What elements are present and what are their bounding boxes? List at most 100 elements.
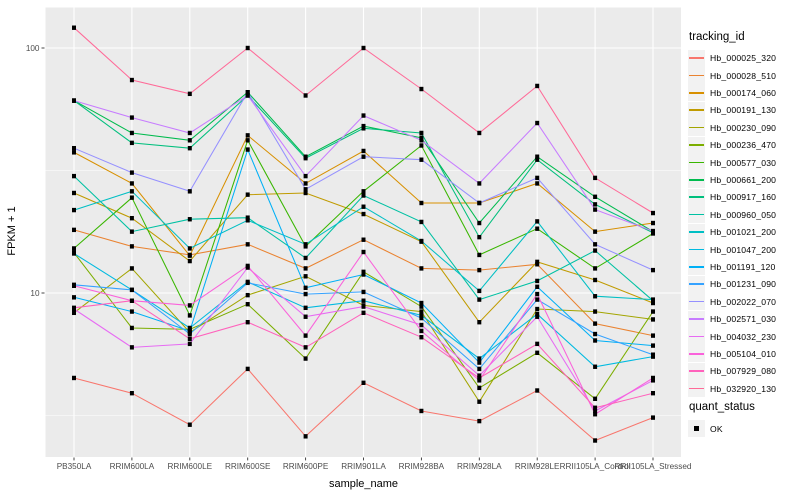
- data-point: [477, 220, 482, 226]
- data-point: [535, 388, 540, 393]
- legend-line-swatch-icon: [688, 136, 705, 154]
- data-point: [361, 211, 366, 217]
- data-point: [651, 228, 655, 234]
- data-point: [129, 215, 134, 221]
- data-point: [129, 287, 134, 293]
- data-point: [651, 267, 655, 273]
- data-point: [651, 415, 655, 420]
- data-point: [651, 375, 655, 381]
- data-point: [245, 45, 250, 51]
- data-point: [419, 238, 424, 244]
- data-point: [361, 304, 366, 309]
- legend-entry-label: Hb_000960_050: [710, 209, 777, 220]
- legend-entry-Hb_032920_130: Hb_032920_130: [688, 380, 776, 398]
- data-point: [245, 320, 250, 325]
- data-point: [419, 313, 424, 318]
- legend-entry-Hb_001047_200: Hb_001047_200: [688, 241, 776, 258]
- legend-entry-Hb_000230_090: Hb_000230_090: [688, 119, 776, 137]
- data-point: [593, 338, 598, 343]
- legend-entry-Hb_004032_230: Hb_004032_230: [688, 328, 776, 345]
- data-point: [651, 378, 655, 383]
- data-point: [419, 157, 424, 162]
- data-point: [419, 135, 424, 141]
- data-point: [593, 207, 598, 212]
- data-point: [593, 248, 598, 253]
- data-point: [593, 202, 598, 207]
- legend-entry-label: Hb_002022_070: [710, 296, 777, 307]
- data-point: [187, 303, 192, 308]
- data-point: [303, 93, 308, 98]
- data-point: [477, 378, 482, 383]
- data-point: [535, 226, 540, 231]
- data-point: [419, 322, 424, 328]
- data-point: [593, 294, 598, 299]
- legend-line-swatch-icon: [688, 293, 705, 311]
- y-tick-label: 100: [26, 44, 40, 53]
- data-point: [419, 138, 424, 143]
- legend-entry-Hb_001191_120: Hb_001191_120: [688, 258, 776, 276]
- data-point: [593, 331, 598, 337]
- data-point: [651, 333, 655, 338]
- data-point: [72, 375, 76, 381]
- data-point: [361, 126, 366, 131]
- data-point: [477, 360, 482, 365]
- data-point: [419, 143, 424, 148]
- x-tick-label: RRIM600SE: [225, 462, 271, 471]
- data-point: [72, 145, 76, 151]
- data-point: [245, 215, 250, 220]
- data-point: [419, 315, 424, 321]
- data-point: [419, 309, 424, 314]
- legend-line-swatch-icon: [688, 188, 705, 206]
- data-point: [245, 133, 250, 138]
- data-point: [419, 200, 424, 206]
- data-point: [129, 195, 134, 200]
- data-point: [303, 314, 308, 319]
- data-point: [245, 292, 250, 298]
- data-point: [303, 305, 308, 311]
- data-point: [187, 246, 192, 251]
- data-point: [535, 219, 540, 224]
- data-point: [593, 321, 598, 326]
- data-point: [361, 154, 366, 159]
- data-point: [535, 314, 540, 319]
- data-point: [593, 364, 598, 369]
- data-point: [361, 249, 366, 255]
- data-point: [72, 305, 76, 311]
- data-point: [593, 408, 598, 414]
- data-point: [129, 77, 134, 83]
- x-tick-label: RRIM928LE: [515, 462, 560, 471]
- data-point: [72, 190, 76, 196]
- data-point: [419, 219, 424, 225]
- data-point: [361, 269, 366, 275]
- legend-entry-Hb_001021_200: Hb_001021_200: [688, 223, 776, 241]
- legend-entry-label: OK: [710, 423, 723, 434]
- data-point: [72, 227, 76, 233]
- data-point: [187, 189, 192, 194]
- legend-entry-label: Hb_000028_510: [710, 70, 777, 81]
- data-point: [419, 408, 424, 414]
- data-point: [651, 300, 655, 306]
- data-point: [593, 405, 598, 410]
- legend-entry-Hb_000960_050: Hb_000960_050: [688, 206, 777, 224]
- x-tick-label: RRIM928BA: [399, 462, 445, 471]
- data-point: [129, 390, 134, 396]
- legend-entry-label: Hb_000236_470: [710, 140, 777, 151]
- legend-entry-Hb_002571_030: Hb_002571_030: [688, 310, 776, 328]
- data-point: [187, 253, 192, 258]
- data-point: [535, 341, 540, 347]
- data-point: [477, 375, 482, 381]
- data-point: [477, 130, 482, 136]
- data-point: [129, 130, 134, 136]
- legend-line-swatch-icon: [688, 380, 705, 398]
- legend-entry-Hb_000577_030: Hb_000577_030: [688, 154, 776, 171]
- data-point: [593, 396, 598, 401]
- data-point: [72, 98, 76, 103]
- data-point: [361, 310, 366, 316]
- legend-entry-label: Hb_000174_060: [710, 87, 777, 98]
- data-point: [419, 328, 424, 334]
- data-point: [129, 181, 134, 186]
- data-point: [303, 274, 308, 279]
- data-point: [361, 123, 366, 129]
- data-point: [245, 242, 250, 247]
- legend-entry-Hb_001231_090: Hb_001231_090: [688, 275, 776, 293]
